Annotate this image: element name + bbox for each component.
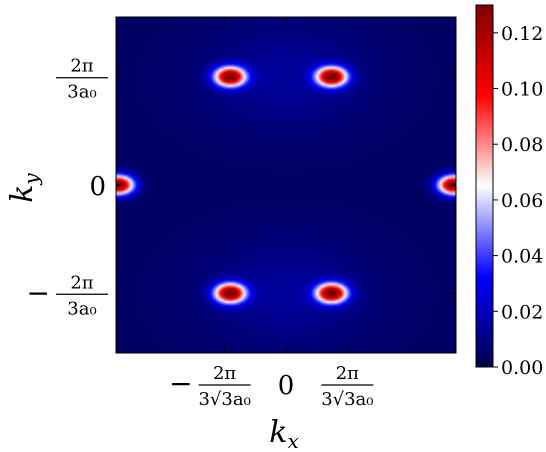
colorbar-tick-label: 0.12 (501, 23, 543, 45)
heatmap-image (116, 17, 456, 353)
y-tick-label-1: 0 (89, 172, 106, 202)
x-axis-ticks: −2π3√3a₀ 0 2π3√3a₀ (169, 17, 374, 410)
x-tick-label-2: 2π 3√3a₀ (321, 363, 373, 410)
colorbar-tick-label: 0.06 (501, 190, 543, 212)
colorbar-tick-label: 0.08 (501, 134, 543, 156)
y-tick-label-2-numerator: 2π (70, 272, 93, 293)
colorbar-tick-label: 0.04 (501, 246, 543, 268)
y-tick-label-2-denominator: 3a₀ (67, 298, 96, 319)
x-axis-label: kx (269, 415, 298, 452)
x-tick-label-1: 0 (278, 371, 295, 401)
x-tick-label-0-denominator: 3√3a₀ (198, 389, 250, 410)
x-tick-label-2-denominator: 3√3a₀ (321, 389, 373, 410)
y-tick-label-0-numerator: 2π (70, 56, 93, 77)
colorbar: 0.00 0.02 0.04 0.06 0.08 0.10 0.12 (475, 4, 543, 379)
x-tick-label-0-sign: − (169, 367, 192, 400)
y-tick-label-2-sign: − (27, 276, 50, 309)
y-axis-label: ky (5, 173, 43, 203)
colorbar-gradient (475, 4, 494, 368)
y-tick-label-1-text: 0 (89, 172, 106, 202)
x-tick-label-1-text: 0 (278, 371, 295, 401)
colorbar-ticks: 0.00 0.02 0.04 0.06 0.08 0.10 0.12 (493, 23, 543, 379)
y-tick-label-2: −2π 3a₀ (27, 272, 108, 319)
heatmap-plot (115, 16, 457, 354)
x-tick-label-0-numerator: 2π (213, 363, 236, 384)
colorbar-tick-label: 0.00 (501, 357, 543, 379)
x-tick-label-2-numerator: 2π (336, 363, 359, 384)
x-tick-label-0: −2π 3√3a₀ (169, 363, 251, 410)
colorbar-tick-label: 0.02 (501, 301, 543, 323)
y-tick-label-0-denominator: 3a₀ (67, 82, 96, 103)
colorbar-tick-label: 0.10 (501, 79, 543, 101)
